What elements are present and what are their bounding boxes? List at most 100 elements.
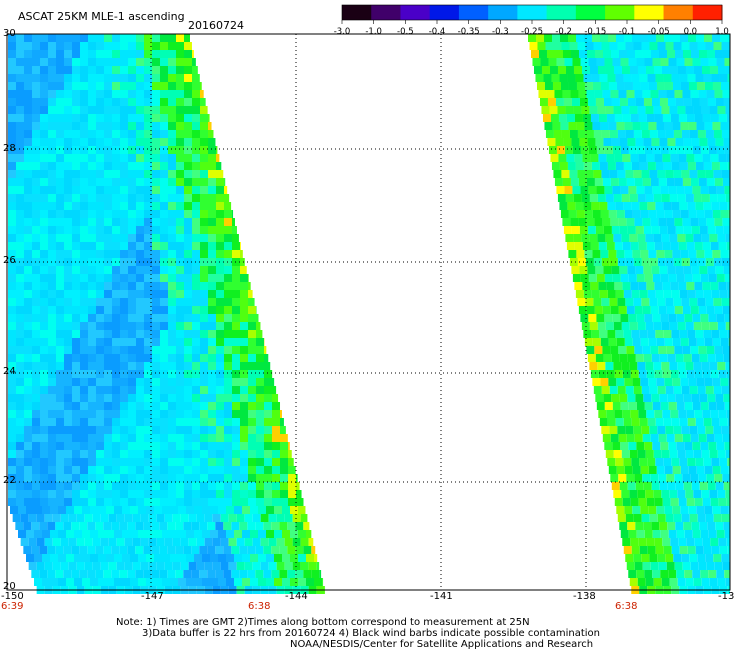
swath-cell <box>629 490 638 498</box>
swath-cell <box>176 234 184 242</box>
swath-cell <box>8 434 16 442</box>
swath-cell <box>722 474 730 482</box>
swath-cell <box>681 514 690 522</box>
swath-cell <box>654 370 663 378</box>
swath-cell <box>280 458 288 466</box>
swath-cell <box>88 210 96 218</box>
swath-cell <box>200 458 208 466</box>
swath-cell <box>66 554 74 562</box>
swath-cell <box>666 562 675 570</box>
swath-cell <box>200 490 208 498</box>
swath-cell <box>184 250 192 258</box>
swath-cell <box>662 410 671 418</box>
swath-cell <box>652 146 661 154</box>
swath-cell <box>576 122 585 130</box>
swath-cell <box>192 178 200 186</box>
swath-cell <box>136 194 144 202</box>
swath-cell <box>706 346 715 354</box>
swath-cell <box>232 250 240 258</box>
swath-cell <box>598 282 607 290</box>
swath-cell <box>40 410 48 418</box>
swath-cell <box>144 34 152 42</box>
swath-cell <box>634 50 643 58</box>
swath-cell <box>288 442 290 450</box>
swath-cell <box>160 74 168 82</box>
swath-cell <box>104 498 112 506</box>
swath-cell <box>606 114 615 122</box>
swath-cell <box>88 490 96 498</box>
swath-cell <box>160 482 168 490</box>
swath-cell <box>236 538 245 546</box>
swath-cell <box>184 106 192 114</box>
swath-cell <box>136 138 144 146</box>
swath-cell <box>631 202 640 210</box>
swath-cell <box>184 410 192 418</box>
swath-cell <box>96 106 104 114</box>
swath-cell <box>599 418 608 426</box>
swath-cell <box>32 354 40 362</box>
swath-cell <box>176 170 184 178</box>
swath-cell <box>690 90 699 98</box>
swath-cell <box>112 314 120 322</box>
swath-cell <box>686 154 695 162</box>
swath-cell <box>216 274 224 282</box>
swath-cell <box>32 98 40 106</box>
swath-cell <box>256 346 264 354</box>
swath-cell <box>682 178 691 186</box>
swath-cell <box>56 242 64 250</box>
swath-cell <box>8 458 16 466</box>
swath-cell <box>66 578 74 586</box>
swath-cell <box>48 370 56 378</box>
swath-cell <box>632 506 641 514</box>
swath-cell <box>216 234 224 242</box>
swath-cell <box>622 282 631 290</box>
swath-cell <box>88 202 96 210</box>
swath-cell <box>720 210 729 218</box>
swath-cell <box>649 426 658 434</box>
swath-cell <box>665 426 674 434</box>
swath-cell <box>170 578 178 586</box>
swath-cell <box>64 106 72 114</box>
swath-cell <box>600 250 609 258</box>
swath-cell <box>631 290 640 298</box>
swath-cell <box>234 554 242 562</box>
swath-cell <box>104 50 112 58</box>
swath-cell <box>220 538 229 546</box>
swath-cell <box>626 218 635 226</box>
swath-cell <box>687 418 696 426</box>
swath-cell <box>88 242 96 250</box>
swath-cell <box>8 202 16 210</box>
swath-cell <box>252 562 261 570</box>
swath-cell <box>104 298 112 306</box>
swath-cell <box>577 130 586 138</box>
swath-cell <box>264 362 271 370</box>
swath-cell <box>72 274 80 282</box>
swath-cell <box>24 322 32 330</box>
swath-cell <box>264 370 272 378</box>
swath-cell <box>610 474 619 482</box>
swath-cell <box>728 338 730 346</box>
swath-cell <box>168 418 176 426</box>
swath-cell <box>697 130 706 138</box>
swath-cell <box>665 298 674 306</box>
swath-cell <box>240 322 248 330</box>
swath-cell <box>16 314 24 322</box>
swath-cell <box>176 90 184 98</box>
swath-cell <box>685 322 694 330</box>
swath-cell <box>240 370 248 378</box>
swath-cell <box>568 82 577 90</box>
swath-cell <box>112 450 120 458</box>
swath-cell <box>721 130 730 138</box>
swath-cell <box>48 338 56 346</box>
swath-cell <box>710 538 719 546</box>
swath-cell <box>208 466 216 474</box>
swath-cell <box>64 402 72 410</box>
swath-cell <box>532 58 541 66</box>
swath-cell <box>184 330 192 338</box>
swath-cell <box>568 122 577 130</box>
swath-cell <box>148 562 157 570</box>
swath-cell <box>56 298 64 306</box>
swath-cell <box>716 58 725 66</box>
swath-cell <box>207 570 216 578</box>
swath-cell <box>168 210 176 218</box>
